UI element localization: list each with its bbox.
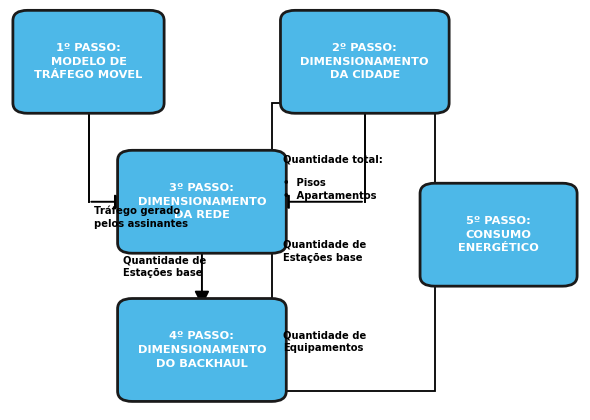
Text: 4º PASSO:
DIMENSIONAMENTO
DO BACKHAUL: 4º PASSO: DIMENSIONAMENTO DO BACKHAUL [137,331,266,369]
Text: Quantidade de
Equipamentos: Quantidade de Equipamentos [283,331,366,353]
FancyBboxPatch shape [420,183,577,286]
Text: Quantidade de
Estações base: Quantidade de Estações base [123,255,206,278]
Bar [272,103,435,391]
Text: Tráfego gerado
pelos assinantes: Tráfego gerado pelos assinantes [94,206,188,229]
FancyBboxPatch shape [280,10,449,113]
Text: 2º PASSO:
DIMENSIONAMENTO
DA CIDADE: 2º PASSO: DIMENSIONAMENTO DA CIDADE [300,43,429,80]
Text: Quantidade total:: Quantidade total: [283,155,384,165]
Text: •  Pisos
•  Apartamentos: • Pisos • Apartamentos [283,165,377,201]
Text: 3º PASSO:
DIMENSIONAMENTO
DA REDE: 3º PASSO: DIMENSIONAMENTO DA REDE [137,183,266,220]
FancyBboxPatch shape [117,150,286,253]
FancyBboxPatch shape [117,299,286,402]
Text: 1º PASSO:
MODELO DE
TRÁFEGO MOVEL: 1º PASSO: MODELO DE TRÁFEGO MOVEL [34,43,143,80]
FancyBboxPatch shape [13,10,164,113]
Text: Quantidade de
Estações base: Quantidade de Estações base [283,240,366,262]
Text: 5º PASSO:
CONSUMO
ENERGÉTICO: 5º PASSO: CONSUMO ENERGÉTICO [458,216,539,253]
